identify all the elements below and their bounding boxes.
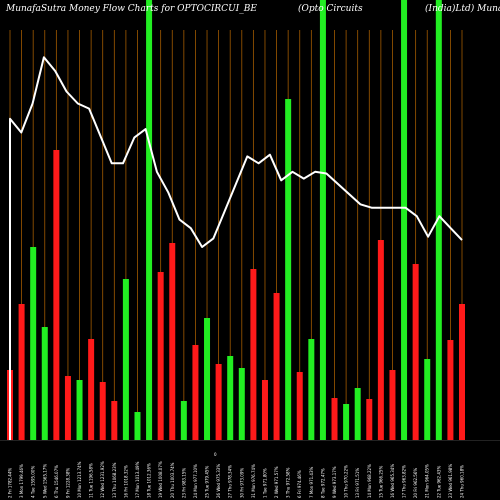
- x-tick-label: 20 Thu 1003.74%: [170, 462, 175, 498]
- bar-35: [412, 264, 419, 440]
- bar-7: [88, 339, 95, 440]
- bar-25: [296, 372, 303, 440]
- x-tick-label: 31 Mon 976.74%: [251, 464, 256, 498]
- x-tick-label: 23 Fri 983.15%: [181, 468, 186, 498]
- bar-31: [366, 399, 373, 440]
- bar-33: [389, 370, 396, 440]
- x-tick-label: 24 Thu 960.18%: [460, 465, 465, 498]
- bar-37: [435, 0, 442, 440]
- x-tick-label: 9 Wed 973.17%: [332, 466, 337, 498]
- x-tick-label: 27 Thu 978.34%: [228, 465, 233, 498]
- bar-39: [459, 304, 465, 440]
- x-tick-label: 20 Fri 962.56%: [413, 468, 418, 498]
- bar-26: [308, 339, 315, 440]
- x-tick-label: 21 Mon 964.05%: [425, 464, 430, 498]
- bar-14: [169, 243, 176, 440]
- x-tick-label: 13 Thu 1068.23%: [112, 462, 117, 498]
- x-tick-label: 17 Mon 1013.49%: [135, 461, 140, 498]
- x-tick-label: 23 Wed 961.98%: [448, 464, 453, 498]
- bar-19: [227, 356, 234, 440]
- x-tick-label: 18 Tue 1012.36%: [147, 463, 152, 498]
- x-tick-label: 25 Tue 979.45%: [205, 466, 210, 498]
- bar-5: [64, 376, 71, 440]
- chart-title-1: (Opto Circuits: [298, 3, 363, 14]
- bar-32: [377, 240, 384, 440]
- bar-8: [99, 382, 106, 440]
- x-tick-label: 10 Thu 970.22%: [344, 465, 349, 498]
- bar-15: [180, 401, 187, 440]
- x-tick-label: 9 Fri 1228.38%: [65, 468, 70, 498]
- x-tick-label: 6 Fri 974.46%: [297, 470, 302, 498]
- x-tick-label: 16 Wed 965.34%: [390, 464, 395, 498]
- x-tick-label: 6 Thu 1546.07%: [54, 465, 59, 498]
- x-tick-label: 2 Fri 1782.44%: [8, 468, 13, 498]
- x-tick-label: 15 Tue 966.25%: [378, 466, 383, 498]
- x-tick-label: 14 Mon 968.22%: [367, 464, 372, 498]
- bar-6: [76, 380, 83, 440]
- bar-3: [41, 327, 48, 440]
- bar-12: [146, 0, 153, 440]
- x-tick-label: 16 Fri 1018.32%: [123, 465, 128, 498]
- bar-18: [215, 364, 222, 440]
- bar-23: [273, 293, 280, 440]
- x-tick-label: 5 Wed 1565.17%: [42, 464, 47, 498]
- bar-24: [285, 99, 292, 440]
- bar-29: [343, 404, 350, 440]
- bar-11: [134, 412, 141, 440]
- x-tick-label: 2 Wed 971.57%: [274, 466, 279, 498]
- x-tick-label: 8 Tue 972.47%: [320, 468, 325, 498]
- baseline-label: 0: [214, 452, 217, 457]
- bar-16: [192, 345, 199, 440]
- bar-1: [18, 304, 25, 440]
- x-tick-label: 24 Mon 977.10%: [193, 464, 198, 498]
- bar-30: [354, 388, 361, 440]
- x-tick-label: 3 Mon 1799.46%: [19, 464, 24, 498]
- x-tick-label: 4 Tue 1595.00%: [31, 466, 36, 498]
- bar-2: [30, 247, 37, 440]
- bar-38: [447, 340, 454, 440]
- x-tick-label: 7 Mon 971.43%: [309, 466, 314, 498]
- bar-4: [53, 150, 60, 440]
- x-tick-label: 10 Mon 1213.74%: [77, 461, 82, 498]
- x-tick-label: 26 Wed 975.33%: [216, 464, 221, 498]
- x-tick-label: 1 Tue 971.80%: [263, 468, 268, 498]
- bar-27: [319, 0, 326, 440]
- x-tick-label: 30 Fri 973.09%: [239, 468, 244, 498]
- x-tick-label: 22 Tue 962.43%: [436, 466, 441, 498]
- x-tick-label: 3 Thu 972.58%: [286, 467, 291, 498]
- bar-34: [401, 0, 408, 440]
- x-tick-label: 11 Tue 1196.58%: [89, 463, 94, 498]
- bar-36: [424, 359, 431, 440]
- chart-title-2: (India)Ltd) MunafaSutra.com: [425, 3, 500, 14]
- bar-20: [238, 368, 245, 440]
- bar-13: [157, 272, 164, 440]
- chart-title-0: MunafaSutra Money Flow Charts for OPTOCI…: [5, 4, 257, 14]
- bar-21: [250, 269, 257, 440]
- x-tick-label: 12 Wed 1231.92%: [100, 461, 105, 498]
- bar-10: [122, 279, 129, 440]
- bar-22: [261, 380, 268, 440]
- bar-28: [331, 398, 338, 440]
- x-tick-label: 13 Fri 971.51%: [355, 468, 360, 498]
- bar-17: [204, 318, 211, 440]
- x-tick-label: 19 Wed 1008.07%: [158, 461, 163, 498]
- price-line: [9, 56, 463, 440]
- bar-9: [111, 401, 118, 440]
- x-tick-label: 17 Thu 963.82%: [402, 465, 407, 498]
